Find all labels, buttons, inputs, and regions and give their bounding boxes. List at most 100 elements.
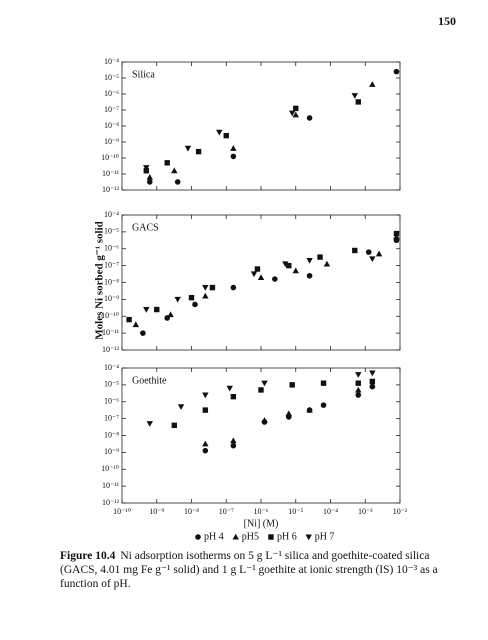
marker: [146, 174, 153, 180]
legend-label: pH5: [242, 531, 259, 542]
y-tick-label: 10⁻⁹: [104, 137, 119, 146]
series: [146, 68, 400, 185]
x-tick-label: 10⁻⁶: [253, 507, 268, 516]
marker: [146, 179, 153, 185]
marker: [352, 247, 358, 254]
marker: [184, 145, 192, 152]
y-tick-label: 10⁻¹⁰: [101, 311, 119, 320]
marker: [202, 292, 209, 299]
marker: [305, 534, 312, 541]
marker: [365, 249, 372, 255]
marker: [174, 179, 181, 185]
y-tick-label: 10⁻⁸: [104, 430, 119, 439]
series: [143, 93, 358, 171]
marker: [351, 93, 358, 99]
marker: [202, 285, 209, 291]
marker: [375, 250, 383, 257]
marker: [369, 381, 376, 388]
marker: [177, 404, 185, 411]
marker: [369, 81, 376, 87]
y-tick-label: 10⁻¹²: [102, 185, 120, 194]
marker: [140, 330, 146, 336]
marker: [369, 378, 376, 385]
legend-label: pH 4: [204, 531, 224, 542]
marker: [323, 260, 331, 267]
marker: [355, 392, 362, 398]
x-tick-label: 10⁻¹⁰: [113, 507, 131, 516]
y-tick-label: 10⁻⁴: [104, 363, 119, 372]
marker: [202, 392, 209, 399]
marker: [164, 160, 170, 166]
marker: [143, 306, 150, 313]
series: [132, 233, 400, 328]
x-tick-label: 10⁻⁵: [288, 507, 303, 516]
x-tick-label: 10⁻⁷: [219, 507, 234, 516]
marker: [258, 387, 264, 393]
x-axis-label: [Ni] (M): [244, 518, 279, 529]
y-tick-label: 10⁻⁷: [104, 413, 119, 422]
marker: [223, 132, 229, 139]
y-tick-label: 10⁻⁶: [104, 397, 119, 406]
y-axis-label: Moles Ni sorbed g⁻¹ solid: [94, 221, 106, 340]
marker: [261, 417, 268, 423]
marker: [355, 380, 361, 386]
marker: [126, 316, 132, 323]
marker: [202, 440, 209, 447]
marker: [292, 111, 299, 118]
marker: [393, 68, 400, 75]
series: [146, 370, 376, 427]
marker: [317, 254, 323, 260]
y-tick-label: 10⁻⁹: [104, 447, 119, 456]
y-tick-label: 10⁻¹¹: [102, 169, 120, 178]
marker: [285, 410, 292, 417]
x-tick-label: 10⁻⁹: [149, 507, 164, 516]
marker: [188, 294, 195, 301]
marker: [230, 393, 237, 400]
y-tick-label: 10⁻⁸: [104, 121, 119, 130]
y-tick-label: 10⁻⁵: [104, 380, 119, 389]
panel-title: Silica: [132, 69, 155, 80]
marker: [146, 421, 153, 427]
y-tick-label: 10⁻⁸: [104, 277, 119, 286]
series: [202, 381, 376, 447]
caption-text: Ni adsorption isotherms on 5 g L⁻¹ silic…: [60, 550, 438, 590]
series: [143, 237, 400, 313]
series: [126, 230, 400, 323]
series: [143, 99, 361, 174]
marker: [132, 321, 140, 328]
marker: [292, 267, 299, 274]
marker: [167, 311, 174, 318]
marker: [272, 276, 278, 282]
marker: [143, 165, 150, 171]
marker: [171, 422, 178, 429]
marker: [282, 261, 289, 268]
y-tick-label: 10⁻⁴: [104, 210, 119, 219]
x-tick-label: 10⁻⁸: [184, 507, 199, 516]
marker: [230, 437, 237, 444]
caption: Figure 10.4 Ni adsorption isotherms on 5 …: [60, 549, 450, 591]
marker: [306, 406, 313, 413]
marker: [306, 272, 313, 279]
marker: [257, 274, 265, 280]
series: [171, 378, 376, 429]
y-tick-label: 10⁻⁹: [104, 294, 119, 303]
panel-title: Goethite: [132, 375, 167, 386]
marker: [254, 266, 261, 272]
page-number: 150: [438, 14, 456, 28]
y-tick-label: 10⁻⁶: [104, 89, 119, 98]
y-tick-label: 10⁻¹¹: [102, 481, 120, 490]
marker: [230, 153, 237, 160]
marker: [369, 370, 376, 377]
marker: [250, 271, 258, 278]
y-tick-label: 10⁻¹²: [102, 498, 120, 507]
x-tick-label: 10⁻²: [393, 507, 408, 516]
marker: [261, 380, 268, 387]
marker: [320, 402, 327, 408]
y-tick-label: 10⁻⁵: [104, 227, 119, 236]
marker: [355, 386, 362, 393]
marker: [195, 534, 201, 540]
x-tick-label: 10⁻³: [358, 507, 373, 516]
marker: [268, 534, 274, 540]
